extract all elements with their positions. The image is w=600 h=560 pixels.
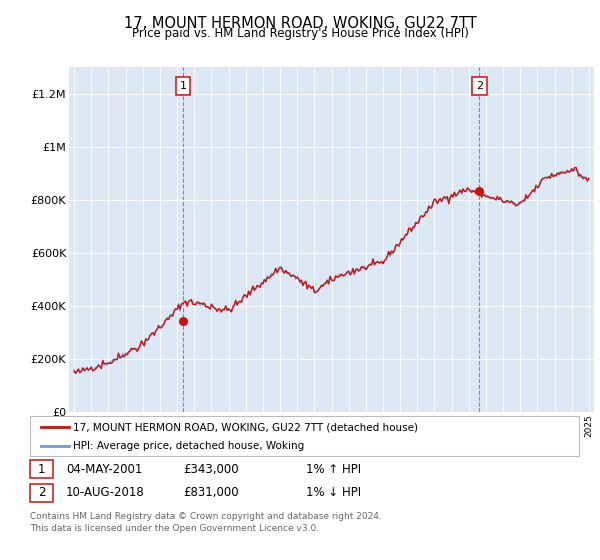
Text: 17, MOUNT HERMON ROAD, WOKING, GU22 7TT: 17, MOUNT HERMON ROAD, WOKING, GU22 7TT <box>124 16 476 31</box>
Text: 17, MOUNT HERMON ROAD, WOKING, GU22 7TT (detached house): 17, MOUNT HERMON ROAD, WOKING, GU22 7TT … <box>73 422 418 432</box>
Text: 1% ↑ HPI: 1% ↑ HPI <box>306 463 361 476</box>
Text: HPI: Average price, detached house, Woking: HPI: Average price, detached house, Woki… <box>73 441 304 451</box>
Text: Contains HM Land Registry data © Crown copyright and database right 2024.
This d: Contains HM Land Registry data © Crown c… <box>30 512 382 533</box>
Text: Price paid vs. HM Land Registry's House Price Index (HPI): Price paid vs. HM Land Registry's House … <box>131 27 469 40</box>
Text: £343,000: £343,000 <box>183 463 239 476</box>
Text: 1: 1 <box>38 463 45 476</box>
Text: 2: 2 <box>476 81 483 91</box>
Text: 1: 1 <box>179 81 187 91</box>
Text: £831,000: £831,000 <box>183 486 239 500</box>
Text: 1% ↓ HPI: 1% ↓ HPI <box>306 486 361 500</box>
Text: 2: 2 <box>38 486 45 500</box>
Text: 10-AUG-2018: 10-AUG-2018 <box>66 486 145 500</box>
Text: 04-MAY-2001: 04-MAY-2001 <box>66 463 142 476</box>
